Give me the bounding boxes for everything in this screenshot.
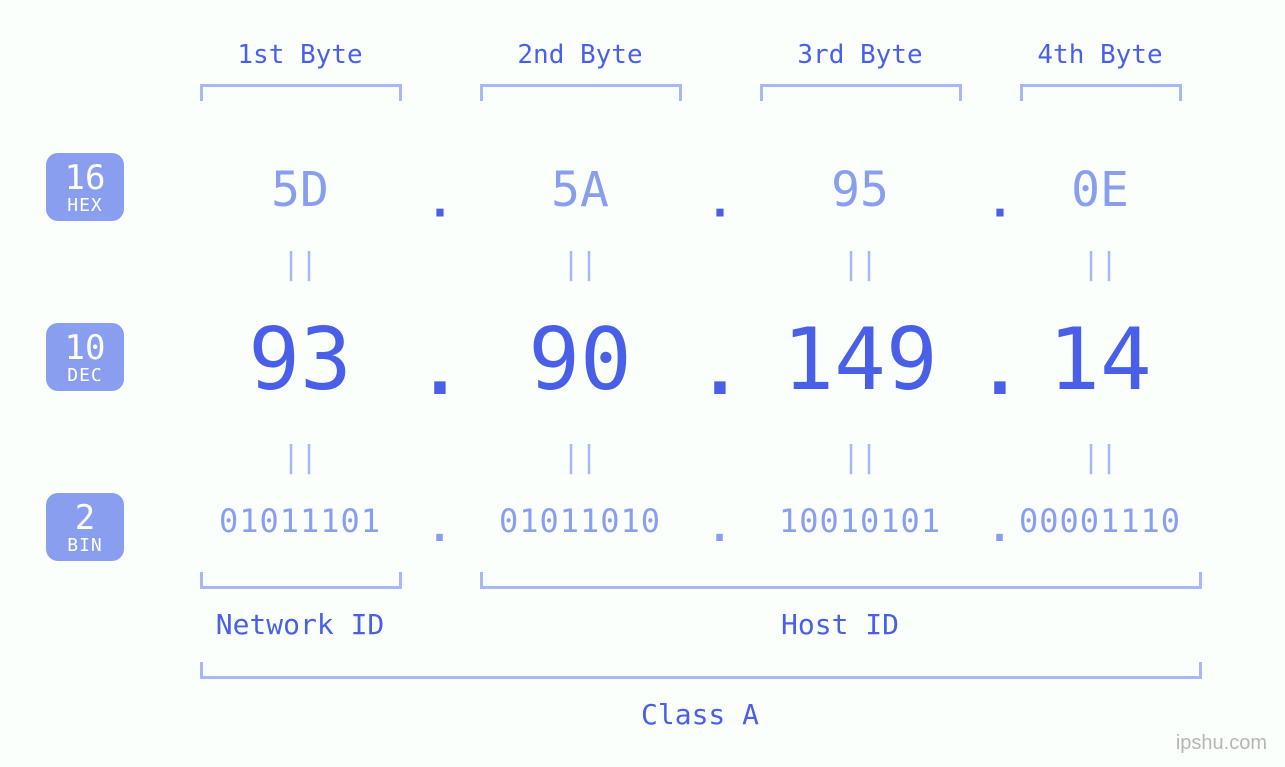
hex-byte-4: 0E <box>1071 162 1129 218</box>
bin-byte-3: 10010101 <box>779 502 941 540</box>
dec-dot: . <box>699 329 741 411</box>
base-label: BIN <box>46 537 124 555</box>
byte-bracket-1 <box>200 84 402 101</box>
dec-byte-3: 149 <box>782 310 937 410</box>
dec-byte-1: 93 <box>248 310 352 410</box>
hex-byte-3: 95 <box>831 162 889 218</box>
equals-icon: || <box>842 247 878 282</box>
bin-dot: . <box>427 505 452 551</box>
base-number: 10 <box>46 331 124 365</box>
equals-icon: || <box>842 440 878 475</box>
hex-dot: . <box>987 177 1014 228</box>
byte-bracket-4 <box>1020 84 1182 101</box>
bin-byte-4: 00001110 <box>1019 502 1181 540</box>
base-badge-hex: 16 HEX <box>46 153 124 221</box>
byte-header-4: 4th Byte <box>1037 40 1162 70</box>
bin-byte-1: 01011101 <box>219 502 381 540</box>
base-label: HEX <box>46 197 124 215</box>
equals-icon: || <box>562 247 598 282</box>
hex-dot: . <box>427 177 454 228</box>
network-id-bracket <box>200 572 402 589</box>
byte-bracket-2 <box>480 84 682 101</box>
base-label: DEC <box>46 367 124 385</box>
base-number: 16 <box>46 161 124 195</box>
watermark: ipshu.com <box>1176 732 1267 755</box>
class-label: Class A <box>641 698 759 731</box>
equals-icon: || <box>562 440 598 475</box>
equals-icon: || <box>282 440 318 475</box>
bin-byte-2: 01011010 <box>499 502 661 540</box>
base-badge-bin: 2 BIN <box>46 493 124 561</box>
dec-dot: . <box>419 329 461 411</box>
network-id-label: Network ID <box>216 608 385 641</box>
hex-dot: . <box>707 177 734 228</box>
host-id-bracket <box>480 572 1202 589</box>
base-badge-dec: 10 DEC <box>46 323 124 391</box>
bin-dot: . <box>707 505 732 551</box>
bin-dot: . <box>987 505 1012 551</box>
byte-header-3: 3rd Byte <box>797 40 922 70</box>
equals-icon: || <box>282 247 318 282</box>
dec-byte-2: 90 <box>528 310 632 410</box>
ip-diagram: 16 HEX 10 DEC 2 BIN 1st Byte 2nd Byte 3r… <box>0 0 1285 767</box>
byte-bracket-3 <box>760 84 962 101</box>
dec-dot: . <box>979 329 1021 411</box>
base-number: 2 <box>46 501 124 535</box>
host-id-label: Host ID <box>781 608 899 641</box>
equals-icon: || <box>1082 247 1118 282</box>
dec-byte-4: 14 <box>1048 310 1152 410</box>
byte-header-1: 1st Byte <box>237 40 362 70</box>
hex-byte-2: 5A <box>551 162 609 218</box>
byte-header-2: 2nd Byte <box>517 40 642 70</box>
equals-icon: || <box>1082 440 1118 475</box>
class-bracket <box>200 662 1202 679</box>
hex-byte-1: 5D <box>271 162 329 218</box>
